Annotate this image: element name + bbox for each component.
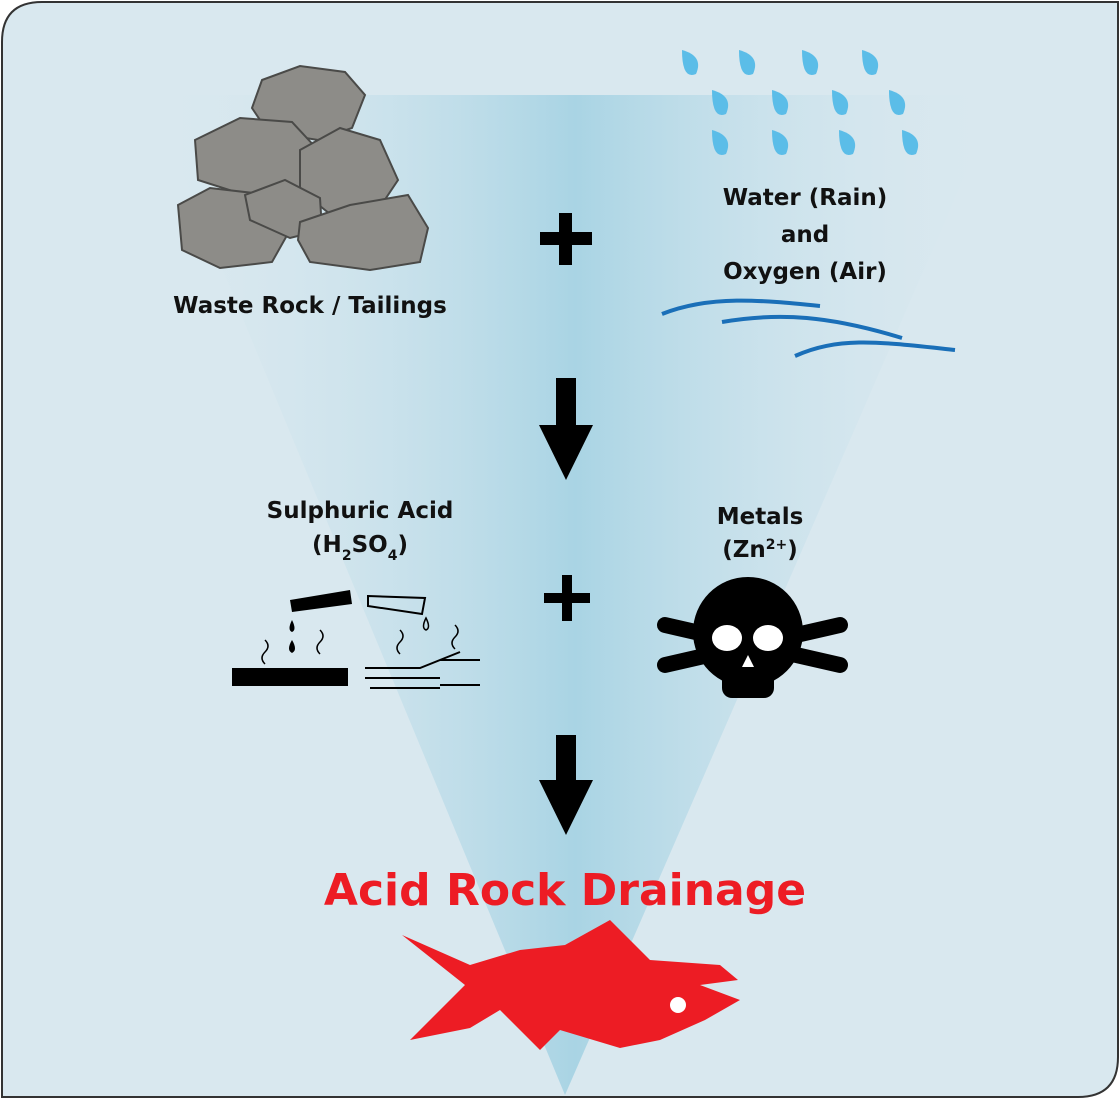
formula-part: )	[787, 537, 798, 563]
formula-part: SO	[352, 532, 388, 558]
formula-part: )	[397, 532, 408, 558]
diagram: Waste Rock / Tailings Water (Rain) and O…	[0, 0, 1120, 1099]
metals-formula: (Zn2+)	[722, 537, 798, 563]
water-line: Water (Rain)	[723, 185, 888, 211]
acid-label: Sulphuric Acid	[267, 498, 454, 524]
water-line: Oxygen (Air)	[723, 259, 887, 285]
formula-part: (Zn	[722, 537, 766, 563]
formula-part: 2+	[766, 537, 787, 553]
rock-label: Waste Rock / Tailings	[173, 293, 447, 319]
result-label: Acid Rock Drainage	[324, 865, 806, 916]
formula-part: (H	[312, 532, 342, 558]
formula-part: 2	[342, 548, 352, 564]
metals-label: Metals	[717, 504, 804, 530]
formula-part: 4	[388, 548, 398, 564]
water-line: and	[781, 222, 829, 248]
